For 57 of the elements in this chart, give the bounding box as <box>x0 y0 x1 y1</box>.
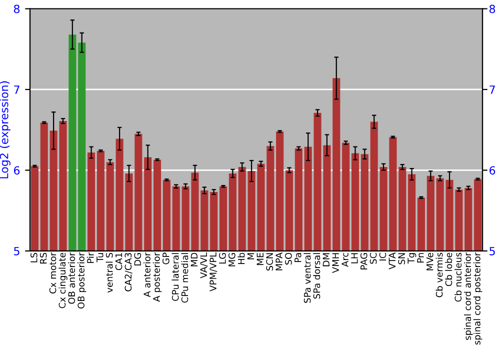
x-tick-label: SC <box>370 252 377 264</box>
x-tick-label: Hb <box>238 252 245 264</box>
x-tick-label: Arc <box>342 252 348 267</box>
x-tick-label: spinal cord anterior <box>464 252 473 340</box>
x-tick-label: SO <box>285 252 292 265</box>
x-tick-label: CPu medial <box>181 253 188 303</box>
x-tick-label: spinal cord posterior <box>473 252 482 345</box>
x-tick-label: LS <box>30 252 38 262</box>
x-tick-label: M <box>247 253 254 260</box>
x-tick-label: CA2/CA3 <box>124 253 132 292</box>
x-tick-label: Tu <box>96 253 104 262</box>
x-tick-label: CA1 <box>115 253 122 270</box>
x-tick-label: Cb vermis <box>436 252 443 298</box>
x-tick-label: SPa dorsal <box>313 253 320 299</box>
x-tick-label: Cb lobe <box>445 252 452 286</box>
x-tick-label: Cx cingulate <box>58 252 68 308</box>
x-tick-label: A anterior <box>143 252 150 298</box>
y-tick-label: 6 <box>14 166 20 175</box>
y-tick-label: 5 <box>14 247 20 256</box>
x-tick-label: OB anterior <box>68 252 76 304</box>
x-tick-label: Cx motor <box>49 252 56 294</box>
x-tick-label: VPM/VPL <box>210 252 218 292</box>
y2-tick-label: 5 <box>490 247 495 256</box>
x-tick-label: LG <box>219 253 226 264</box>
x-tick-label: SN <box>398 253 405 264</box>
y2-tick-label: 6 <box>490 166 496 175</box>
x-tick-label: A posterior <box>152 252 162 302</box>
y-tick-label: 8 <box>14 4 20 14</box>
y2-tick-label: 7 <box>490 86 495 94</box>
x-tick-label: GP <box>162 252 170 264</box>
x-tick-label: Pa <box>294 253 302 262</box>
x-tick-label: Pn <box>417 253 424 262</box>
x-tick-label: MPA <box>276 252 282 270</box>
x-tick-label: SCN <box>266 253 274 271</box>
y2-tick-label: 8 <box>490 4 496 14</box>
x-tick-label: IC <box>379 252 386 260</box>
x-tick-label: VMH <box>332 253 339 274</box>
x-tick-label: Pir <box>86 252 94 263</box>
y-tick-label: 7 <box>14 86 20 94</box>
x-tick-label: ME <box>256 252 264 265</box>
x-tick-label: MD <box>190 252 198 266</box>
x-tick-label: DM <box>322 253 330 266</box>
x-tick-label: MVe <box>426 252 434 270</box>
x-tick-label: DG <box>134 253 142 266</box>
y-axis-title: Log2 (expression) <box>0 81 10 178</box>
x-tick-label: OB posterior <box>77 252 86 309</box>
x-tick-label: CPu lateral <box>172 253 179 301</box>
x-tick-label: PAG <box>360 253 368 270</box>
x-tick-label: VTA <box>388 252 396 270</box>
x-tick-label: SPa ventral <box>304 253 311 303</box>
x-tick-label: ventral S <box>106 252 113 293</box>
x-tick-label: MG <box>228 253 236 266</box>
x-tick-label: Tg <box>408 253 416 264</box>
x-tick-label: LH <box>351 253 358 264</box>
x-tick-label: VA/VL <box>200 252 208 278</box>
x-tick-label: RS <box>40 252 47 264</box>
x-tick-label: Cb nucleus <box>454 252 462 302</box>
